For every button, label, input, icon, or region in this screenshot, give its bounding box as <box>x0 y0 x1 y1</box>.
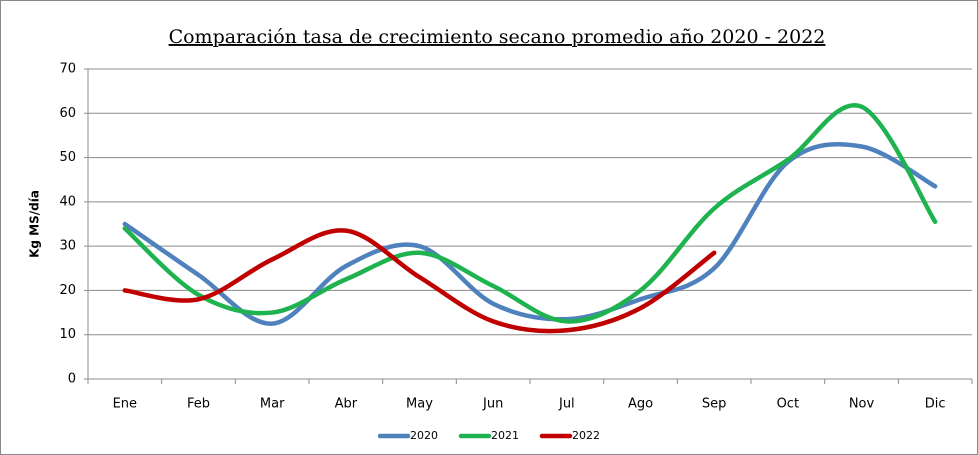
legend-label: 2022 <box>572 429 600 442</box>
y-tick-label: 0 <box>68 372 76 387</box>
x-tick-label: May <box>406 397 433 412</box>
y-tick-label: 30 <box>59 239 76 254</box>
x-tick-label: Ago <box>628 397 653 412</box>
x-tick-label: Sep <box>702 397 727 412</box>
series-line <box>122 228 717 334</box>
y-tick-label: 10 <box>59 327 76 342</box>
x-tick-label: Feb <box>187 397 210 412</box>
y-tick-label: 40 <box>59 194 76 209</box>
y-tick-label: 20 <box>59 283 76 298</box>
y-tick-label: 50 <box>59 150 76 165</box>
x-tick-label: Mar <box>260 397 285 412</box>
x-tick-label: Jul <box>558 397 575 412</box>
y-tick-label: 60 <box>59 106 76 121</box>
x-tick-label: Nov <box>849 397 875 412</box>
legend-label: 2021 <box>491 429 519 442</box>
legend-label: 2020 <box>410 429 438 442</box>
x-tick-label: Dic <box>925 397 946 412</box>
series-line <box>122 102 938 324</box>
x-tick-label: Jun <box>482 397 503 412</box>
x-tick-label: Ene <box>113 397 137 412</box>
y-tick-label: 70 <box>59 62 76 77</box>
chart-title: Comparación tasa de crecimiento secano p… <box>169 26 826 48</box>
y-axis-label: Kg MS/día <box>28 190 42 258</box>
x-tick-label: Oct <box>777 397 799 412</box>
x-tick-label: Abr <box>335 397 358 412</box>
